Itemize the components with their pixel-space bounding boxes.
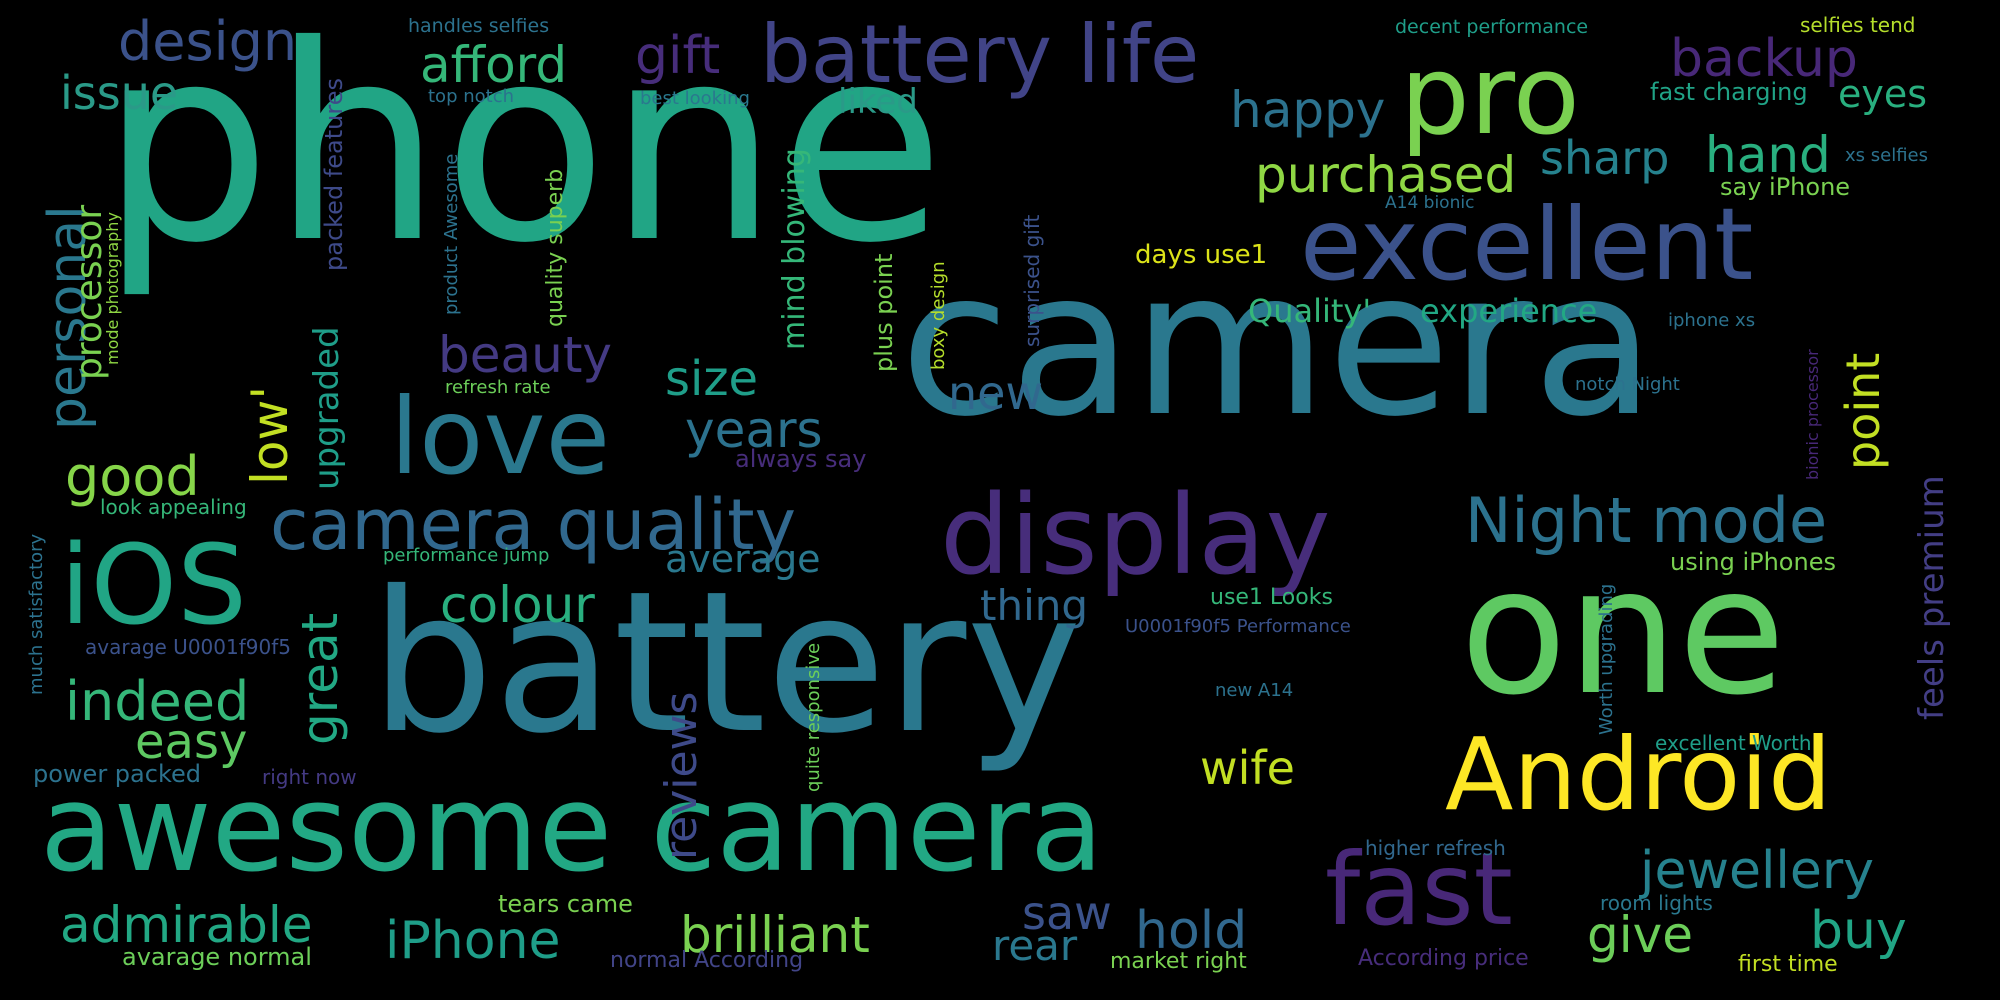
word-room-lights: room lights — [1600, 891, 1713, 915]
word-night-mode: Night mode — [1465, 484, 1828, 557]
word-using-iphones: using iPhones — [1670, 548, 1836, 576]
word-decent-performance: decent performance — [1395, 16, 1589, 38]
word-design: design — [118, 10, 298, 73]
word-android: Android — [1445, 716, 1832, 833]
word-selfies-tend: selfies tend — [1800, 13, 1916, 37]
word-afford: afford — [420, 36, 568, 94]
word-packed-features: packed features — [320, 78, 348, 271]
word-colour: colour — [440, 576, 595, 634]
word-love: love — [390, 376, 611, 498]
word-experience: experience — [1420, 292, 1598, 330]
word-indeed: indeed — [65, 670, 250, 733]
word-use1-looks: use1 Looks — [1210, 585, 1333, 610]
word-u0001f90f5-performance: U0001f90f5 Performance — [1125, 616, 1351, 637]
word-camera-quality: camera quality — [270, 484, 797, 566]
word-avarage-normal: avarage normal — [122, 943, 312, 971]
word-gift: gift — [635, 26, 721, 86]
word-saw: saw — [1022, 886, 1112, 940]
word-plus-point: plus point — [870, 253, 898, 372]
word-display: display — [940, 471, 1331, 599]
word-battery: battery — [370, 549, 1082, 776]
word-mind-blowing: mind blowing — [777, 148, 812, 350]
word-days-use1: days use1 — [1135, 240, 1268, 270]
word-camera: camera — [900, 228, 1656, 461]
word-right-now: right now — [262, 765, 357, 789]
word-always-say: always say — [735, 445, 867, 473]
word-worth-upgrading: Worth upgrading — [1596, 583, 1617, 735]
word-say-iphone: say iPhone — [1720, 173, 1851, 201]
word-purchased: purchased — [1255, 146, 1517, 204]
word-notch-night: notch Night — [1575, 374, 1680, 395]
word-xs-selfies: xs selfies — [1845, 145, 1928, 166]
word-good: good — [65, 445, 200, 508]
word-issue: issue — [60, 66, 179, 120]
word-refresh-rate: refresh rate — [445, 377, 551, 398]
word-thing: thing — [980, 581, 1089, 630]
word-point: point — [1836, 352, 1890, 470]
word-reviews: reviews — [656, 691, 707, 860]
word-low: low' — [241, 385, 299, 485]
word-surprised-gift: surprised gift — [1020, 214, 1044, 347]
word-great: great — [291, 612, 349, 745]
word-bionic-processor: bionic processor — [1803, 349, 1822, 480]
word-brilliant: brilliant — [680, 906, 870, 964]
word-first-time: first time — [1738, 952, 1838, 977]
word-quite-responsive: quite responsive — [803, 642, 824, 792]
word-awesome-camera: awesome camera — [40, 760, 1104, 899]
word-upgraded: upgraded — [307, 326, 347, 490]
word-avarage-u0001f90f5: avarage U0001f90f5 — [85, 635, 291, 659]
word-new-a14: new A14 — [1215, 680, 1294, 701]
word-quality: Quality' — [1248, 292, 1372, 330]
word-pro: pro — [1400, 31, 1580, 159]
word-fast-charging: fast charging — [1650, 78, 1808, 106]
word-normal-according: normal According — [610, 948, 804, 973]
word-admirable: admirable — [60, 896, 313, 954]
word-battery-life: battery life — [760, 8, 1200, 101]
word-feels-premium: feels premium — [1912, 475, 1952, 720]
word-boxy-design: boxy design — [928, 261, 949, 370]
word-liked: liked — [838, 82, 918, 122]
word-handles-selfies: handles selfies — [408, 15, 550, 37]
word-quality-superb: quality superb — [543, 168, 568, 327]
word-according-price: According price — [1358, 946, 1529, 971]
word-excellent-worth: excellent Worth — [1655, 731, 1812, 755]
word-look-appealing: look appealing — [100, 495, 247, 519]
word-hold: hold — [1135, 901, 1248, 961]
word-easy: easy — [135, 714, 248, 770]
word-excellent: excellent — [1300, 186, 1754, 303]
word-a14-bionic: A14 bionic — [1385, 193, 1475, 213]
word-best-looking: best looking — [640, 88, 750, 109]
word-higher-refresh: higher refresh — [1365, 836, 1506, 860]
word-new: new — [948, 366, 1044, 420]
word-hand: hand — [1705, 126, 1831, 184]
word-much-satisfactory: much satisfactory — [26, 533, 47, 695]
word-rear: rear — [992, 921, 1078, 970]
word-power-packed: power packed — [33, 760, 201, 788]
word-performance-jump: performance jump — [383, 545, 550, 566]
word-phone: phone — [100, 0, 945, 302]
word-wife: wife — [1200, 741, 1295, 795]
word-happy: happy — [1230, 81, 1386, 139]
word-average: average — [665, 537, 821, 581]
word-sharp: sharp — [1540, 131, 1670, 185]
word-buy: buy — [1810, 901, 1907, 961]
word-eyes: eyes — [1838, 72, 1928, 116]
word-backup: backup — [1670, 29, 1858, 89]
word-mode-photography: mode photography — [103, 212, 122, 365]
word-jewellery: jewellery — [1640, 841, 1874, 901]
word-size: size — [665, 351, 759, 407]
word-ios: iOS — [60, 521, 247, 649]
word-tears-came: tears came — [498, 890, 633, 918]
word-give: give — [1587, 906, 1693, 964]
word-iphone: iPhone — [385, 911, 561, 971]
word-beauty: beauty — [438, 326, 613, 384]
word-market-right: market right — [1110, 949, 1247, 974]
word-iphone-xs: iphone xs — [1668, 310, 1756, 331]
word-years: years — [685, 401, 823, 459]
word-product-awesome: product Awesome — [441, 153, 462, 315]
word-fast: fast — [1325, 831, 1513, 948]
word-top-notch: top notch — [428, 86, 515, 107]
word-one: one — [1460, 531, 1786, 734]
